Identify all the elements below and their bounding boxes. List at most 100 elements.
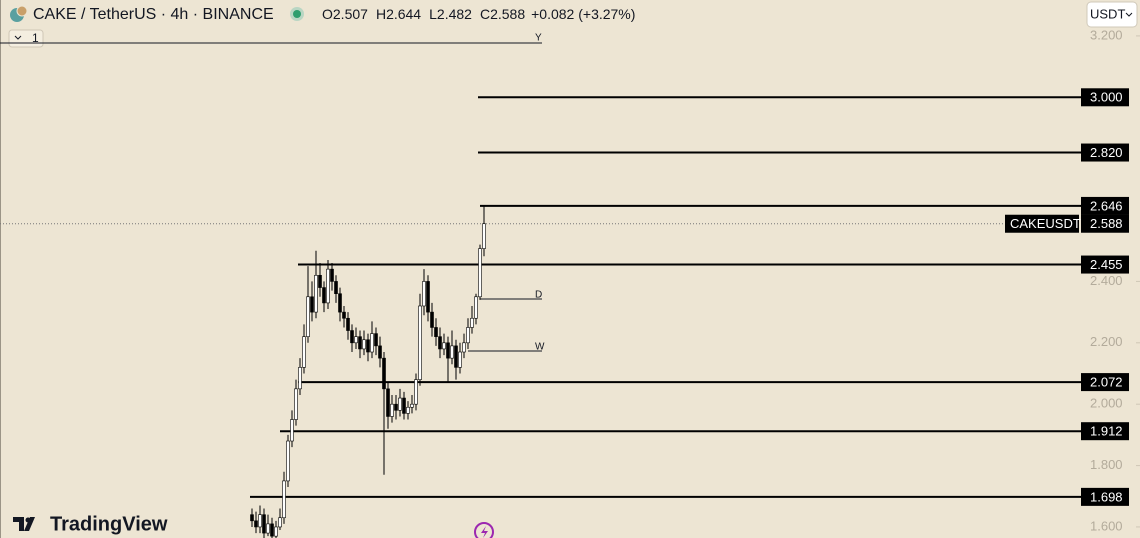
y-tick-label: 1.800 [1090, 457, 1123, 472]
candle-body [382, 357, 386, 390]
y-tick-label: 2.200 [1090, 334, 1123, 349]
ohlc-key: O [322, 6, 333, 22]
candle-body [430, 311, 434, 328]
candle-body [450, 345, 454, 359]
currency-button[interactable] [1086, 1, 1138, 28]
candle-body [406, 406, 410, 414]
candle-body [390, 403, 394, 417]
level-label: 1.698 [1090, 489, 1123, 504]
current-name-box [1005, 214, 1079, 233]
candle-body [426, 281, 430, 313]
candle-body [346, 317, 350, 331]
candle-body [294, 388, 298, 420]
marker-label: D [535, 290, 542, 301]
candle-body [310, 296, 314, 313]
brand-logo: TradingView [13, 513, 168, 535]
ohlc-key: L [429, 6, 437, 22]
level-label: 2.072 [1090, 375, 1123, 390]
status-dot [293, 10, 301, 18]
candle-body [302, 336, 306, 368]
ohlc-key: C [480, 6, 490, 22]
candle-body [474, 296, 478, 319]
candle-body [402, 397, 406, 414]
candle-body [338, 293, 342, 313]
candle-body [282, 480, 286, 519]
candle-body [438, 336, 442, 350]
level-label-box [1081, 373, 1129, 392]
candle-body [422, 281, 426, 307]
ohlc-value: 2.644 [386, 6, 421, 22]
candle-body [250, 514, 254, 522]
candle-body [326, 268, 330, 304]
candle-body [466, 327, 470, 344]
candle-body [398, 397, 402, 411]
event-icon-bolt [481, 526, 488, 538]
candle-body [410, 403, 414, 408]
brand-mark [25, 517, 31, 523]
candle-body [358, 336, 362, 350]
level-label: 2.646 [1090, 198, 1123, 213]
candle-body [354, 336, 358, 344]
y-tick-label: 2.000 [1090, 396, 1123, 411]
y-tick-label: 1.600 [1090, 518, 1123, 533]
level-label-box [1081, 196, 1129, 215]
candle-body [366, 339, 370, 353]
collapse-arrow [14, 35, 22, 40]
candle-body [334, 281, 338, 295]
candle-body [394, 403, 398, 411]
marker-label: Y [535, 33, 542, 44]
candle-body [286, 440, 290, 482]
candle-body [462, 342, 466, 353]
candle-body [434, 327, 438, 337]
ohlc-change: +0.082 (+3.27%) [531, 6, 635, 22]
candle-body [442, 342, 446, 350]
brand-name: TradingView [50, 513, 168, 535]
candle-body [374, 333, 378, 347]
level-label-box [1081, 88, 1129, 107]
candle-body [266, 523, 270, 534]
candle-body [446, 342, 450, 359]
ohlc-readout: O2.507 H2.644 L2.482 C2.588 +0.082 (+3.27%) [322, 6, 635, 22]
marker-label: W [535, 342, 545, 353]
ohlc-value: 2.507 [333, 6, 368, 22]
candle-body [370, 333, 374, 353]
dropdown-arrow [1125, 12, 1133, 17]
candle-body [418, 305, 422, 380]
candle-body [258, 514, 262, 528]
y-tick-label: 2.400 [1090, 273, 1123, 288]
level-label: 1.912 [1090, 424, 1123, 439]
current-price-box [1081, 214, 1129, 233]
candle-body [306, 296, 310, 337]
level-label-box [1081, 143, 1129, 162]
chart-title: CAKE / TetherUS · 4h · BINANCE [33, 6, 274, 23]
candle-body [298, 367, 302, 390]
candle-body [278, 517, 282, 528]
candle-body [254, 520, 258, 528]
level-label: 3.000 [1090, 90, 1123, 105]
candle-body [482, 223, 486, 249]
current-name: CAKEUSDT [1010, 216, 1081, 231]
candle-body [270, 523, 274, 537]
candle-body [378, 345, 382, 359]
candle-body [414, 379, 418, 405]
candle-body [262, 514, 266, 534]
level-label-box [1081, 255, 1129, 274]
current-price-label: 2.588 [1090, 216, 1123, 231]
level-label: 2.455 [1090, 257, 1123, 272]
candle-body [386, 388, 390, 417]
candle-body [314, 274, 318, 313]
candle-body [362, 339, 366, 350]
level-label: 2.820 [1090, 145, 1123, 160]
candle-body [470, 317, 474, 328]
candle-body [350, 330, 354, 344]
candle-body [478, 248, 482, 298]
ohlc-value: 2.588 [490, 6, 525, 22]
level-label-box [1081, 487, 1129, 506]
currency-label[interactable]: USDT [1090, 6, 1125, 21]
candle-body [330, 268, 334, 282]
candle-body [318, 274, 322, 288]
ohlc-value: 2.482 [437, 6, 472, 22]
candle-body [458, 351, 462, 368]
